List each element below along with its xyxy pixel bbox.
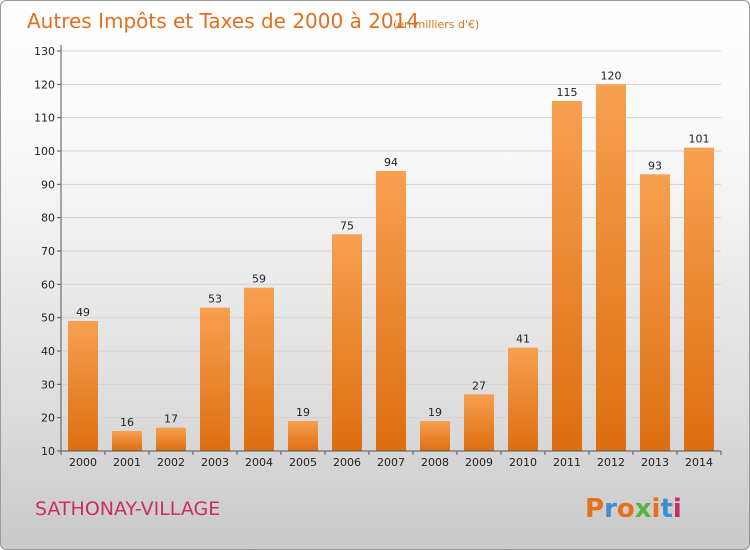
bar-value-label: 120 xyxy=(601,69,622,82)
y-tick-label: 90 xyxy=(41,178,55,191)
y-tick-label: 110 xyxy=(34,112,55,125)
bar-2006 xyxy=(332,234,362,451)
bar-2012 xyxy=(596,84,626,451)
bar-2009 xyxy=(464,394,494,451)
x-tick-label: 2014 xyxy=(685,456,713,469)
x-tick-label: 2012 xyxy=(597,456,625,469)
bar-value-label: 115 xyxy=(557,86,578,99)
y-tick-label: 120 xyxy=(34,78,55,91)
y-tick-label: 10 xyxy=(41,445,55,458)
bar-value-label: 75 xyxy=(340,219,354,232)
bar-value-label: 94 xyxy=(384,156,398,169)
proxiti-logo: Proxiti xyxy=(585,494,682,524)
y-tick-label: 70 xyxy=(41,245,55,258)
x-axis: 2000 2001 2002 2003 2004 2005 2006 2007 2008 2009… xyxy=(60,450,722,469)
y-tick-label: 130 xyxy=(34,45,55,58)
bar-value-label: 101 xyxy=(689,133,710,146)
bar-2007 xyxy=(376,171,406,451)
x-tick-label: 2000 xyxy=(69,456,97,469)
x-tick-label: 2006 xyxy=(333,456,361,469)
x-tick-label: 2002 xyxy=(157,456,185,469)
bars: 49 16 17 53 59 19 75 94 19 27 41 115 120 93 101 xyxy=(68,69,714,452)
bar-2008 xyxy=(420,421,450,451)
x-tick-label: 2007 xyxy=(377,456,405,469)
x-tick-label: 2008 xyxy=(421,456,449,469)
y-tick-label: 60 xyxy=(41,278,55,291)
y-tick-label: 30 xyxy=(41,378,55,391)
chart-title: Autres Impôts et Taxes de 2000 à 2014 xyxy=(27,9,419,33)
x-tick-label: 2004 xyxy=(245,456,273,469)
bar-2013 xyxy=(640,174,670,452)
y-tick-label: 50 xyxy=(41,312,55,325)
bar-2005 xyxy=(288,421,318,451)
place-name: SATHONAY-VILLAGE xyxy=(35,498,220,520)
y-axis: 10 20 30 40 50 60 70 80 90 100 110 120 130 xyxy=(34,45,62,458)
bar-value-label: 53 xyxy=(208,293,222,306)
bar-value-label: 16 xyxy=(120,416,134,429)
bar-2002 xyxy=(156,427,186,451)
bar-2010 xyxy=(508,347,538,451)
x-tick-label: 2011 xyxy=(553,456,581,469)
bar-value-label: 19 xyxy=(296,406,310,419)
x-tick-label: 2005 xyxy=(289,456,317,469)
bar-2003 xyxy=(200,307,230,451)
y-tick-label: 40 xyxy=(41,345,55,358)
x-tick-label: 2009 xyxy=(465,456,493,469)
x-tick-label: 2013 xyxy=(641,456,669,469)
bar-value-label: 19 xyxy=(428,406,442,419)
bar-value-label: 17 xyxy=(164,413,178,426)
bar-value-label: 59 xyxy=(252,273,266,286)
bar-2011 xyxy=(552,101,582,451)
x-tick-label: 2003 xyxy=(201,456,229,469)
y-tick-label: 20 xyxy=(41,412,55,425)
bar-2000 xyxy=(68,321,98,451)
bar-value-label: 27 xyxy=(472,379,486,392)
bar-2001 xyxy=(112,431,142,451)
x-tick-label: 2001 xyxy=(113,456,141,469)
bar-2004 xyxy=(244,287,274,451)
bar-value-label: 49 xyxy=(76,306,90,319)
bar-value-label: 93 xyxy=(648,159,662,172)
chart-subtitle: (en milliers d'€) xyxy=(393,18,479,31)
y-tick-label: 80 xyxy=(41,212,55,225)
bar-value-label: 41 xyxy=(516,333,530,346)
y-tick-label: 100 xyxy=(34,145,55,158)
x-tick-label: 2010 xyxy=(509,456,537,469)
bar-2014 xyxy=(684,147,714,451)
